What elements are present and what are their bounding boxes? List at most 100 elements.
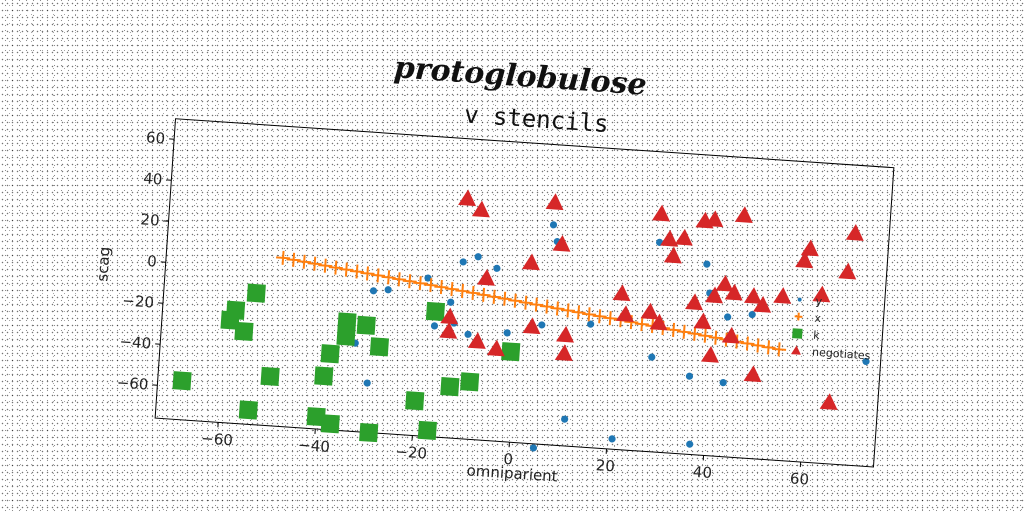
data-point-k	[172, 371, 192, 391]
data-point-x	[497, 291, 512, 306]
data-point-k	[337, 312, 357, 332]
data-point-k	[501, 342, 521, 362]
data-point-y	[748, 310, 756, 319]
x-axis-label: omniparient	[466, 461, 558, 485]
y-tick-label: −40	[119, 332, 152, 352]
data-point-negotiates	[522, 317, 541, 335]
data-point-k	[460, 372, 480, 392]
data-point-y	[538, 321, 546, 329]
data-point-negotiates	[477, 268, 495, 286]
data-point-y	[493, 264, 501, 272]
data-point-x	[772, 342, 787, 357]
data-point-negotiates	[458, 189, 477, 207]
data-point-x	[318, 258, 333, 273]
y-tick-label: 40	[143, 169, 163, 188]
y-tick-label: 0	[147, 252, 158, 271]
chart-title: protoglobulose	[393, 50, 648, 103]
data-point-y	[587, 320, 595, 328]
data-point-k	[238, 400, 258, 420]
data-point-k	[425, 301, 446, 322]
x-tick-label: 0	[503, 450, 514, 469]
data-point-x	[677, 324, 692, 339]
data-point-negotiates	[552, 234, 571, 252]
data-point-negotiates	[734, 206, 753, 223]
data-point-k	[226, 300, 246, 320]
data-point-negotiates	[545, 193, 564, 211]
data-point-y	[561, 415, 569, 423]
data-point-x	[276, 250, 291, 265]
data-point-x	[392, 272, 407, 287]
x-tick-label: 60	[789, 469, 809, 488]
plot-frame	[154, 118, 895, 468]
data-point-negotiates	[652, 204, 671, 222]
data-point-y	[703, 260, 711, 268]
data-point-k	[369, 337, 389, 357]
axis-ticks: −60 −40 −20 0 20 40 60 −60 −40 −20 0 20 40 60	[116, 128, 809, 488]
data-point-x	[307, 256, 322, 271]
data-point-negotiates	[773, 287, 792, 304]
data-point-x	[286, 252, 301, 267]
data-point-negotiates	[663, 246, 682, 264]
data-point-negotiates	[753, 296, 772, 313]
data-point-negotiates	[819, 393, 838, 410]
data-point-x	[582, 307, 597, 322]
data-point-x	[297, 254, 312, 269]
data-point-y	[648, 353, 656, 361]
data-point-x	[476, 287, 491, 302]
data-point-y	[608, 435, 616, 443]
data-point-x	[560, 303, 576, 318]
data-point-y	[424, 274, 432, 282]
data-point-y	[384, 286, 392, 294]
legend-marker-x	[794, 312, 803, 321]
data-point-x	[402, 274, 417, 289]
data-point-k	[356, 315, 376, 335]
data-point-negotiates	[724, 283, 743, 301]
legend-marker-negotiates	[790, 345, 801, 355]
y-axis-label: scag	[93, 246, 113, 282]
data-point-negotiates	[554, 344, 573, 362]
data-point-x	[592, 309, 607, 324]
y-tick-label: −20	[122, 291, 155, 311]
data-point-negotiates	[721, 326, 740, 344]
data-point-x	[434, 280, 449, 295]
data-point-y	[464, 330, 472, 338]
data-point-x	[550, 301, 565, 316]
legend-marker-y	[797, 297, 802, 302]
y-tick-label: 60	[145, 128, 165, 147]
data-point-k	[314, 366, 334, 386]
data-point-x	[360, 266, 375, 281]
data-point-negotiates	[800, 239, 819, 257]
y-tick-label: 20	[140, 210, 160, 229]
data-point-x	[634, 316, 649, 332]
data-point-x	[708, 330, 723, 345]
data-point-k	[440, 377, 460, 397]
data-point-negotiates	[705, 210, 724, 228]
data-point-x	[761, 340, 776, 355]
legend-label-k: k	[813, 329, 821, 342]
data-point-negotiates	[700, 345, 719, 363]
data-point-negotiates	[705, 286, 723, 304]
data-point-x	[381, 270, 396, 285]
data-point-negotiates	[640, 302, 659, 320]
data-point-y	[503, 329, 511, 337]
data-point-k	[320, 414, 340, 434]
data-point-negotiates	[845, 224, 864, 241]
data-point-y	[719, 379, 727, 387]
data-point-y	[685, 372, 694, 380]
data-point-negotiates	[674, 228, 693, 246]
data-point-k	[417, 420, 437, 441]
data-point-x	[444, 281, 459, 297]
data-point-x	[465, 285, 481, 300]
x-tick-label: −20	[395, 442, 428, 462]
data-point-negotiates	[440, 307, 459, 325]
data-point-x	[698, 328, 713, 343]
data-point-x	[423, 278, 438, 293]
data-point-negotiates	[693, 312, 712, 330]
data-point-negotiates	[615, 305, 634, 322]
data-point-negotiates	[467, 332, 486, 349]
data-point-x	[529, 297, 544, 312]
data-point-x	[508, 293, 523, 308]
data-point-x	[750, 338, 766, 353]
x-tick-label: −40	[298, 436, 331, 456]
